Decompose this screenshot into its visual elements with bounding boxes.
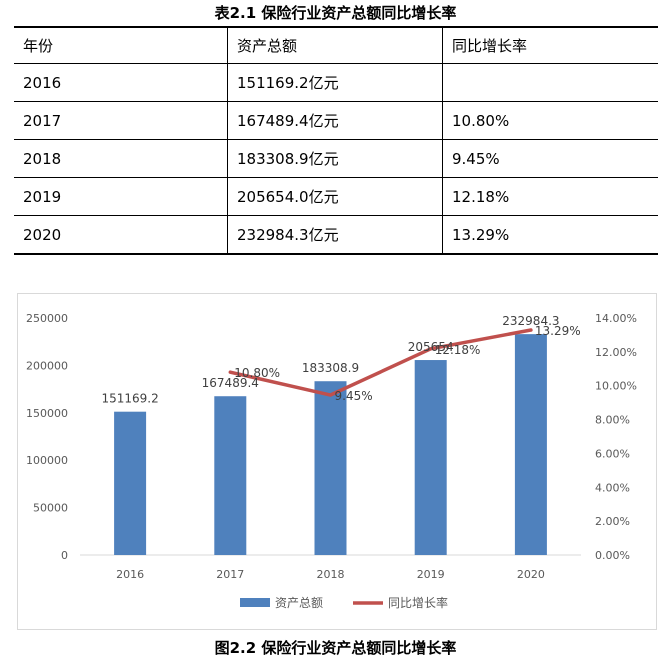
bar-data-label: 232984.3: [502, 314, 559, 328]
cell-total-assets: 167489.4亿元: [227, 101, 443, 140]
y-right-tick-label: 6.00%: [595, 447, 630, 460]
y-right-tick-label: 10.00%: [595, 380, 637, 393]
line-data-label: 10.80%: [234, 366, 280, 380]
y-right-tick-label: 0.00%: [595, 549, 630, 562]
combo-chart: 0 50000 100000 150000 200000 250000 0.00% 2.00%…: [17, 293, 657, 630]
line-data-label: 9.45%: [335, 389, 373, 403]
y-left-tick-label: 50000: [33, 502, 68, 515]
cell-total-assets: 183308.9亿元: [227, 139, 443, 178]
x-tick-label: 2019: [417, 568, 445, 581]
cell-total-assets: 151169.2亿元: [227, 63, 443, 102]
y-left-tick-label: 0: [61, 549, 68, 562]
cell-year: 2019: [14, 177, 228, 216]
legend-swatch-total-assets: [240, 598, 270, 607]
table-caption: 表2.1 保险行业资产总额同比增长率: [214, 4, 457, 22]
x-tick-label: 2016: [116, 568, 144, 581]
table-row: 2018 183308.9亿元 9.45%: [14, 139, 658, 178]
header-total-assets: 资产总额: [227, 26, 443, 64]
x-tick-label: 2020: [517, 568, 545, 581]
y-left-tick-label: 250000: [26, 312, 68, 325]
y-right-tick-label: 8.00%: [595, 414, 630, 427]
bar-total-assets: [214, 396, 247, 555]
table-row: 2016 151169.2亿元: [14, 63, 658, 102]
bar-data-label: 183308.9: [302, 361, 359, 375]
x-tick-label: 2018: [317, 568, 345, 581]
table-row: 2020 232984.3亿元 13.29%: [14, 215, 658, 255]
bar-total-assets: [114, 411, 147, 555]
legend-label-total-assets: 资产总额: [275, 596, 323, 610]
table-header-row: 年份 资产总额 同比增长率: [14, 26, 658, 64]
bar-total-assets: [514, 334, 547, 555]
assets-table: 年份 资产总额 同比增长率 2016 151169.2亿元 2017 16748…: [14, 26, 658, 255]
bar-data-label: 151169.2: [101, 392, 158, 406]
x-tick-label: 2017: [216, 568, 244, 581]
header-growth-rate: 同比增长率: [442, 26, 658, 64]
cell-growth-rate: 13.29%: [442, 215, 658, 255]
line-growth-rate: [228, 328, 533, 397]
figure-caption: 图2.2 保险行业资产总额同比增长率: [214, 639, 457, 657]
header-year: 年份: [14, 26, 228, 64]
cell-growth-rate: 9.45%: [442, 139, 658, 178]
table-row: 2017 167489.4亿元 10.80%: [14, 101, 658, 140]
line-data-label: 12.18%: [435, 343, 481, 357]
cell-year: 2020: [14, 215, 228, 255]
y-right-tick-label: 2.00%: [595, 515, 630, 528]
cell-growth-rate: 12.18%: [442, 177, 658, 216]
y-left-tick-label: 100000: [26, 454, 68, 467]
y-left-tick-label: 150000: [26, 407, 68, 420]
bar-total-assets: [314, 381, 347, 555]
table-row: 2019 205654.0亿元 12.18%: [14, 177, 658, 216]
legend-label-growth-rate: 同比增长率: [388, 595, 448, 610]
bar-data-label: 167489.4: [202, 376, 259, 390]
line-data-label: 13.29%: [535, 324, 581, 338]
cell-growth-rate: [442, 63, 658, 102]
cell-year: 2017: [14, 101, 228, 140]
cell-growth-rate: 10.80%: [442, 101, 658, 140]
cell-total-assets: 232984.3亿元: [227, 215, 443, 255]
cell-year: 2016: [14, 63, 228, 102]
y-right-tick-label: 4.00%: [595, 481, 630, 494]
y-right-tick-label: 12.00%: [595, 346, 637, 359]
cell-total-assets: 205654.0亿元: [227, 177, 443, 216]
y-right-tick-label: 14.00%: [595, 312, 637, 325]
y-left-tick-label: 200000: [26, 359, 68, 372]
bar-total-assets: [414, 360, 447, 555]
chart-canvas: 0 50000 100000 150000 200000 250000 0.00% 2.00%…: [26, 312, 637, 610]
cell-year: 2018: [14, 139, 228, 178]
bar-data-label: 205654: [408, 340, 454, 354]
